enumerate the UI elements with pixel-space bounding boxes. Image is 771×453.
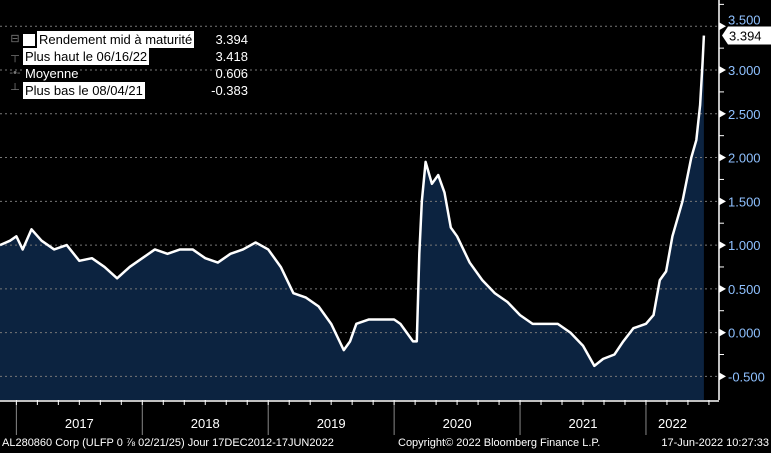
- xtick-label: 2017: [65, 416, 94, 431]
- xtick-label: 2020: [443, 416, 472, 431]
- ytick-marker: [719, 109, 726, 118]
- legend-value: 0.606: [215, 66, 248, 81]
- legend-label: Plus haut le 06/16/22: [23, 48, 150, 65]
- security-description: AL280860 Corp (ULFP 0 ⅞ 02/21/25) Jour 1…: [2, 437, 334, 449]
- ytick-label: 0.000: [728, 326, 761, 341]
- series-line: [0, 35, 706, 368]
- ytick-label: 2.500: [728, 107, 761, 122]
- timestamp: 17-Jun-2022 10:27:33: [661, 437, 769, 449]
- last-value-label: 3.394: [729, 29, 762, 44]
- xtick-label: 2021: [569, 416, 598, 431]
- xtick-label: 2018: [191, 416, 220, 431]
- legend-value: 3.418: [215, 49, 248, 64]
- legend-label: Moyenne: [23, 65, 81, 82]
- series-area: [0, 35, 704, 401]
- ytick-marker: [719, 372, 726, 381]
- collapse-icon[interactable]: ⊟: [10, 33, 20, 45]
- high-marker-icon: ┬: [11, 50, 19, 62]
- ytick-marker: [719, 197, 726, 206]
- ytick-label: 1.000: [728, 238, 761, 253]
- ytick-label: 3.000: [728, 63, 761, 78]
- legend-value: 3.394: [215, 32, 248, 47]
- ytick-label: -0.500: [728, 369, 765, 384]
- xtick-label: 2019: [317, 416, 346, 431]
- ytick-marker: [719, 22, 726, 31]
- average-marker-icon: -•-: [9, 67, 21, 79]
- ytick-marker: [719, 66, 726, 75]
- ytick-marker: [719, 284, 726, 293]
- ytick-marker: [719, 241, 726, 250]
- copyright: Copyright© 2022 Bloomberg Finance L.P.: [398, 437, 601, 449]
- series-swatch: [23, 33, 35, 46]
- xtick-label: 2022: [658, 416, 687, 431]
- legend-label: Plus bas le 08/04/21: [23, 82, 145, 99]
- ytick-marker: [719, 328, 726, 337]
- ytick-label: 3.500: [728, 13, 761, 28]
- legend-label: Rendement mid à maturité: [37, 31, 195, 48]
- ytick-label: 2.000: [728, 151, 761, 166]
- legend-value: -0.383: [211, 83, 248, 98]
- ytick-marker: [719, 153, 726, 162]
- low-marker-icon: ┴: [11, 84, 19, 96]
- ytick-label: 0.500: [728, 282, 761, 297]
- ytick-label: 1.500: [728, 194, 761, 209]
- last-value-box: [722, 26, 771, 45]
- legend: ⊟ Rendement mid à maturité 3.394 ┬ Plus hau…: [8, 31, 248, 99]
